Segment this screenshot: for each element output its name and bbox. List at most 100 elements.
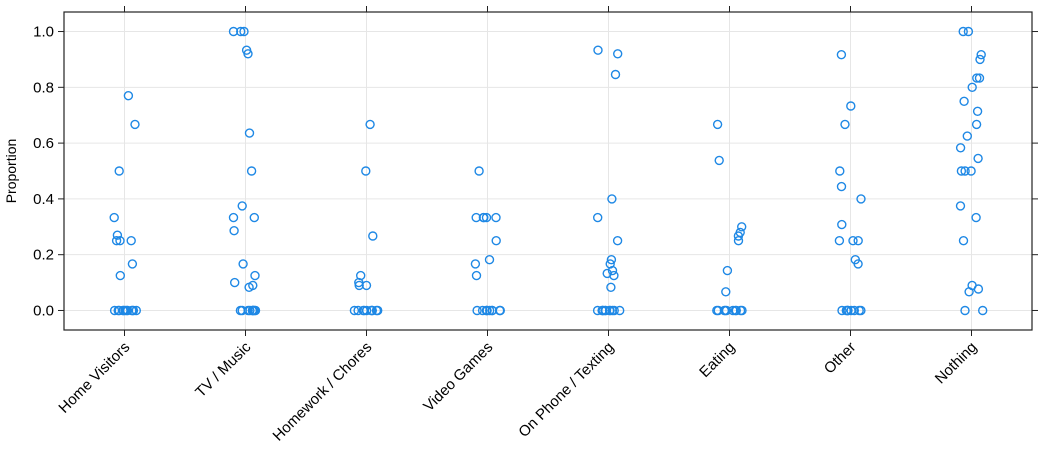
data-point: [354, 280, 364, 291]
data-point: [967, 82, 977, 93]
x-tick-label: Other: [821, 339, 860, 378]
data-point: [722, 265, 733, 276]
x-tick-label: Eating: [696, 339, 738, 381]
data-point: [365, 119, 375, 130]
x-tick-label: Nothing: [932, 339, 981, 388]
data-point: [248, 305, 259, 316]
data-point: [246, 166, 257, 176]
data-point: [836, 50, 847, 60]
x-tick-label: On Phone / Texting: [515, 339, 617, 441]
data-point: [613, 49, 623, 59]
data-point: [609, 270, 619, 281]
data-point: [960, 305, 970, 316]
data-point: [250, 270, 260, 281]
data-point: [610, 69, 621, 80]
data-point: [733, 235, 744, 246]
y-tick-label: 1.0: [33, 24, 54, 41]
data-point: [477, 305, 488, 316]
data-point: [491, 212, 501, 223]
data-point: [737, 222, 747, 232]
data-point: [973, 284, 984, 294]
data-point: [959, 96, 969, 107]
data-point: [735, 305, 746, 316]
data-point: [835, 166, 845, 176]
data-point: [491, 235, 501, 246]
data-point: [478, 212, 489, 223]
data-point: [856, 194, 866, 204]
data-point: [113, 305, 123, 316]
data-point: [964, 287, 974, 297]
data-point: [114, 166, 124, 176]
data-point: [607, 265, 618, 276]
data-point: [955, 201, 966, 211]
data-point: [474, 166, 484, 176]
data-point: [606, 255, 617, 265]
data-point: [244, 282, 254, 292]
plot-frame: [63, 11, 1033, 331]
data-point: [237, 201, 247, 211]
data-point: [721, 287, 731, 297]
data-point: [846, 305, 856, 316]
data-point: [111, 235, 122, 246]
data-point: [115, 235, 125, 246]
data-point: [238, 259, 248, 269]
data-point: [249, 212, 260, 223]
data-point: [495, 305, 505, 316]
data-point: [606, 282, 616, 292]
data-point: [853, 235, 863, 246]
data-point: [972, 106, 983, 117]
data-point: [109, 212, 119, 223]
x-tick-label: Video Games: [420, 339, 496, 415]
data-point: [229, 225, 239, 236]
data-point: [361, 166, 371, 176]
data-point: [130, 119, 140, 130]
data-point: [837, 305, 847, 316]
data-point: [485, 305, 495, 316]
data-point: [958, 26, 968, 37]
y-tick-label: 0.4: [33, 191, 54, 208]
data-point: [349, 305, 360, 316]
data-point: [243, 49, 253, 59]
data-point: [956, 166, 967, 176]
data-point: [472, 305, 482, 316]
data-point: [131, 305, 142, 316]
data-point: [361, 280, 372, 291]
data-point: [228, 26, 239, 37]
data-point: [484, 255, 495, 265]
gridlines: [64, 12, 1032, 330]
data-point: [235, 305, 246, 316]
data-point: [730, 305, 741, 316]
data-point: [607, 194, 617, 204]
data-point: [846, 101, 856, 111]
data-point: [115, 270, 126, 281]
data-point: [123, 90, 134, 101]
data-point: [958, 235, 969, 246]
data-point: [471, 212, 481, 223]
y-tick-label: 0.8: [33, 79, 54, 96]
data-point: [973, 153, 983, 164]
data-point: [974, 73, 985, 83]
data-point: [962, 131, 972, 141]
x-tick-label: TV / Music: [192, 338, 254, 400]
data-point: [834, 235, 845, 246]
data-point: [228, 212, 239, 223]
data-point: [597, 305, 607, 316]
data-point: [966, 166, 976, 176]
data-point: [971, 212, 981, 223]
data-point: [975, 54, 985, 65]
y-tick-label: 0.2: [33, 247, 54, 264]
data-point: [239, 26, 249, 37]
data-point: [837, 219, 847, 230]
data-points: [109, 26, 988, 316]
x-tick-label: Homework / Chores: [270, 339, 376, 445]
y-tick-label: 0.6: [33, 135, 54, 152]
data-point: [127, 259, 138, 269]
data-point: [481, 212, 492, 223]
x-tick-label: Home Visitors: [55, 339, 133, 417]
data-point: [481, 305, 492, 316]
data-point: [615, 305, 625, 316]
data-point: [972, 73, 982, 83]
data-point: [971, 119, 982, 130]
data-point: [848, 235, 858, 246]
